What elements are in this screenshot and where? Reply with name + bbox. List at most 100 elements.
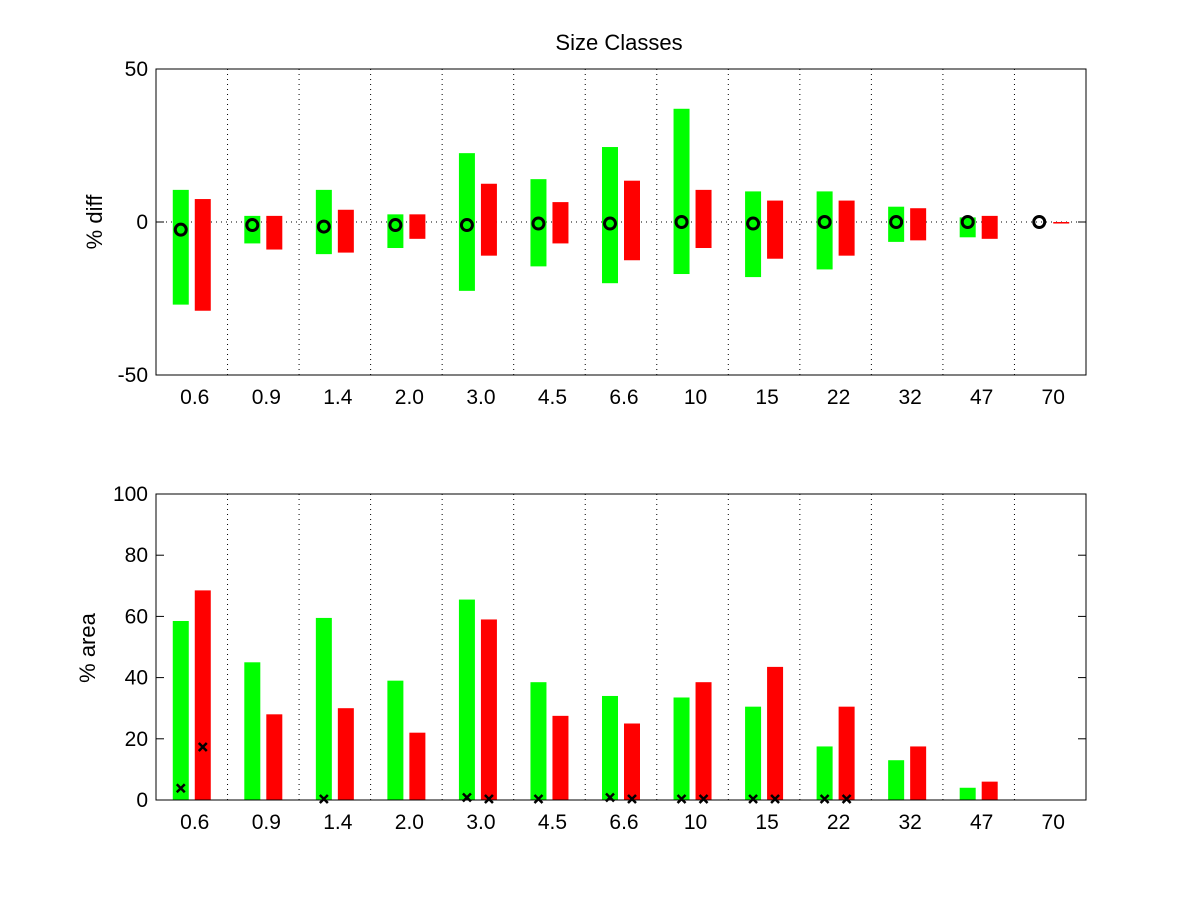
marker-x-green-1.4 xyxy=(318,794,329,804)
bar-red-22 xyxy=(838,706,855,800)
marker-circle-47 xyxy=(960,215,975,229)
x-tick-label: 70 xyxy=(1042,386,1065,409)
y-tick-label: 0 xyxy=(136,211,148,234)
axes-box xyxy=(155,493,1087,801)
x-tick-label: 32 xyxy=(898,811,921,834)
x-tick-label: 15 xyxy=(755,386,778,409)
marker-circle-15 xyxy=(746,216,761,231)
x-tick-label: 1.4 xyxy=(323,386,353,409)
x-tick-label: 0.6 xyxy=(180,386,209,409)
x-tick-label: 4.5 xyxy=(538,811,567,834)
marker-x-green-22 xyxy=(819,794,830,804)
bar-red-22 xyxy=(838,200,855,256)
marker-x-green-15 xyxy=(748,794,758,804)
x-tick-label: 6.6 xyxy=(609,811,638,834)
bar-green-15 xyxy=(745,706,762,800)
bar-green-22 xyxy=(816,746,833,800)
x-tick-label: 3.0 xyxy=(466,811,495,834)
bar-green-4.5 xyxy=(530,179,547,267)
bar-red-47 xyxy=(981,781,998,800)
marker-circle-4.5 xyxy=(531,216,546,231)
marker-circle-1.4 xyxy=(316,219,331,234)
bar-green-32 xyxy=(888,760,905,800)
bar-red-2.0 xyxy=(409,214,426,239)
bar-green-4.5 xyxy=(530,682,547,800)
bar-red-0.6 xyxy=(194,199,211,311)
bar-red-1.4 xyxy=(337,209,354,253)
x-tick-label: 0.6 xyxy=(180,811,209,834)
x-tick-label: 47 xyxy=(970,386,993,409)
y-tick-label: 100 xyxy=(113,483,148,506)
bar-green-6.6 xyxy=(602,695,618,800)
bar-red-10 xyxy=(695,682,712,800)
marker-x-red-15 xyxy=(770,794,780,804)
bar-red-6.6 xyxy=(624,180,640,261)
x-tick-label: 15 xyxy=(755,811,778,834)
bar-red-0.9 xyxy=(266,215,283,250)
marker-x-red-0.6 xyxy=(197,742,208,752)
bar-green-0.6 xyxy=(172,189,189,305)
bar-green-0.6 xyxy=(172,620,189,800)
marker-x-green-0.6 xyxy=(175,783,186,794)
x-tick-label: 70 xyxy=(1042,811,1065,834)
bar-green-0.9 xyxy=(244,662,261,800)
y-tick-label: 40 xyxy=(125,667,148,690)
bar-red-32 xyxy=(910,746,927,800)
bar-red-0.9 xyxy=(266,714,283,800)
bar-red-4.5 xyxy=(552,202,569,244)
x-tick-label: 22 xyxy=(827,386,850,409)
x-tick-label: 4.5 xyxy=(538,386,567,409)
x-tick-label: 0.9 xyxy=(252,811,281,834)
bar-red-3.0 xyxy=(480,619,497,800)
bar-red-2.0 xyxy=(409,732,426,800)
bar-red-15 xyxy=(767,200,784,259)
top-y-axis-label: % diff xyxy=(82,194,107,250)
bar-red-0.6 xyxy=(194,590,211,800)
marker-x-green-10 xyxy=(676,794,687,804)
bar-red-10 xyxy=(695,189,712,249)
bar-green-1.4 xyxy=(315,617,332,800)
x-tick-label: 10 xyxy=(684,811,707,834)
y-tick-label: -50 xyxy=(118,364,148,387)
bar-green-3.0 xyxy=(458,153,475,291)
x-tick-label: 1.4 xyxy=(323,811,353,834)
marker-circle-3.0 xyxy=(459,218,474,233)
bar-red-6.6 xyxy=(624,723,640,800)
marker-circle-32 xyxy=(889,215,904,229)
bar-red-47 xyxy=(981,215,998,239)
marker-circle-10 xyxy=(674,215,689,229)
x-tick-label: 0.9 xyxy=(252,386,281,409)
bar-green-22 xyxy=(816,191,833,270)
bar-green-10 xyxy=(673,697,690,800)
bottom-panel: 0 20 40 60 80 100 0.6 0.9 1.4 2.0 3.0 4.5 6.6 10 15 22 3… xyxy=(113,483,1087,834)
y-tick-label: 0 xyxy=(136,789,148,812)
bar-green-15 xyxy=(745,191,762,278)
y-tick-label: 60 xyxy=(125,605,148,628)
bar-red-1.4 xyxy=(337,708,354,800)
bar-red-70 xyxy=(1053,222,1070,224)
x-tick-label: 6.6 xyxy=(609,386,638,409)
marker-circle-0.9 xyxy=(245,218,260,233)
chart-title: Size Classes xyxy=(555,30,682,55)
marker-circle-6.6 xyxy=(603,216,617,231)
top-panel: -50 0 50 0.6 0.9 1.4 2.0 3.0 4.5 6.6 10 15 22 32 47 70 xyxy=(118,58,1087,409)
x-tick-label: 47 xyxy=(970,811,993,834)
marker-x-red-6.6 xyxy=(627,794,637,804)
y-tick-label: 20 xyxy=(125,728,148,751)
bar-green-47 xyxy=(959,787,976,800)
bar-red-15 xyxy=(767,666,784,800)
marker-circle-70 xyxy=(1032,215,1047,229)
x-tick-label: 22 xyxy=(827,811,850,834)
y-tick-label: 50 xyxy=(125,58,148,81)
marker-circle-22 xyxy=(817,215,832,229)
bottom-y-axis-label: % area xyxy=(75,612,100,682)
marker-x-red-22 xyxy=(841,794,852,804)
x-tick-label: 2.0 xyxy=(395,811,424,834)
marker-circle-2.0 xyxy=(388,218,403,233)
x-tick-label: 3.0 xyxy=(466,386,495,409)
y-tick-label: 80 xyxy=(125,544,148,567)
bar-green-6.6 xyxy=(602,147,618,284)
marker-x-green-4.5 xyxy=(533,794,544,804)
bar-green-3.0 xyxy=(458,599,475,800)
